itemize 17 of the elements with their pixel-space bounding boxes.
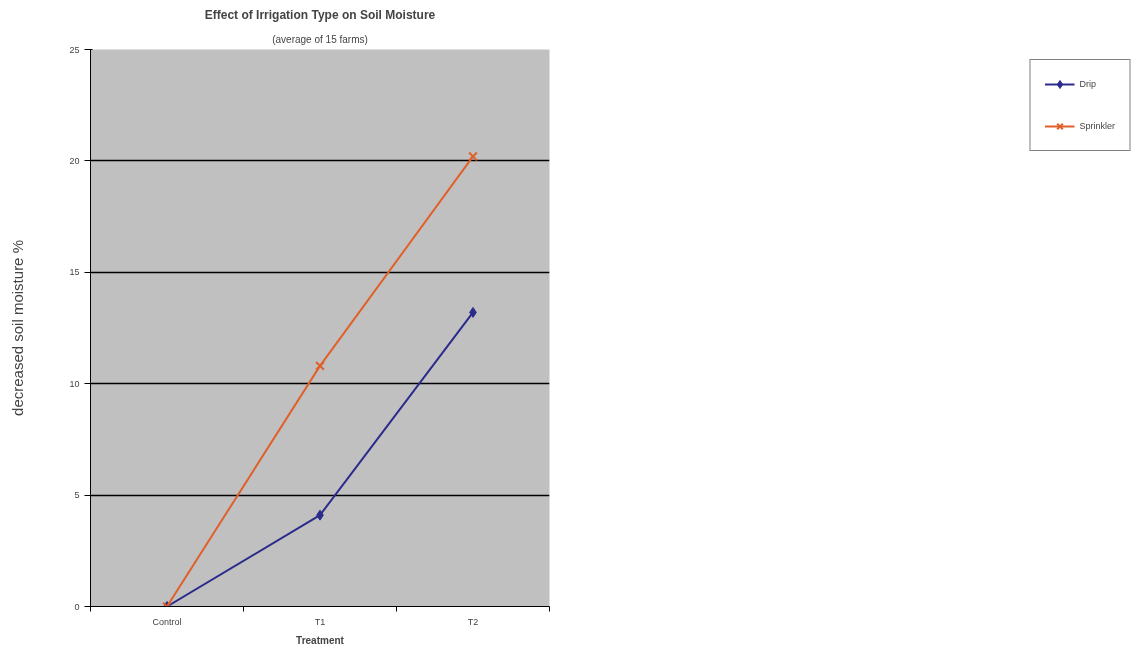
chart-title: Effect of Irrigation Type on Soil Moisture: [204, 7, 436, 22]
y-axis-title: decreased soil moisture %: [9, 240, 27, 416]
chart-subtitle: (average of 15 farms): [272, 33, 368, 45]
x-tick-label: T2: [467, 616, 479, 627]
legend-label: Drip: [1079, 79, 1097, 89]
point: [315, 360, 325, 371]
y-tick-label: 5: [74, 490, 80, 501]
legend-label: Sprinkler: [1079, 121, 1115, 131]
y-tick-label: 15: [69, 267, 80, 278]
y-tick-label: 0: [74, 601, 80, 612]
x-axis-title: Treatment: [296, 634, 345, 646]
y-tick-label: 10: [69, 378, 80, 389]
y-tick-label: 25: [69, 44, 80, 55]
point: [468, 151, 478, 162]
x-tick-label: Control: [152, 616, 182, 627]
x-tick-label: T1: [314, 616, 326, 627]
y-tick-label: 20: [69, 155, 80, 166]
